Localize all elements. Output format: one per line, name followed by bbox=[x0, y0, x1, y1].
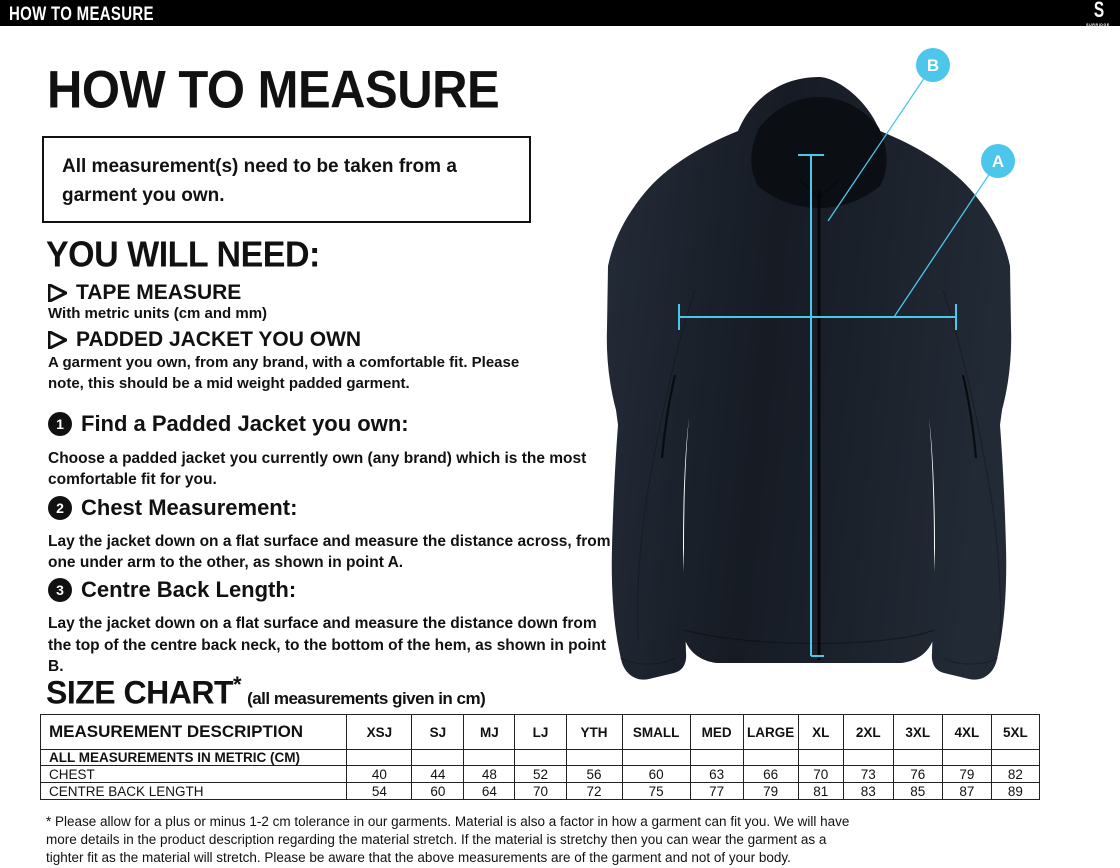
svg-text:A: A bbox=[992, 152, 1004, 171]
svg-text:B: B bbox=[927, 56, 939, 75]
